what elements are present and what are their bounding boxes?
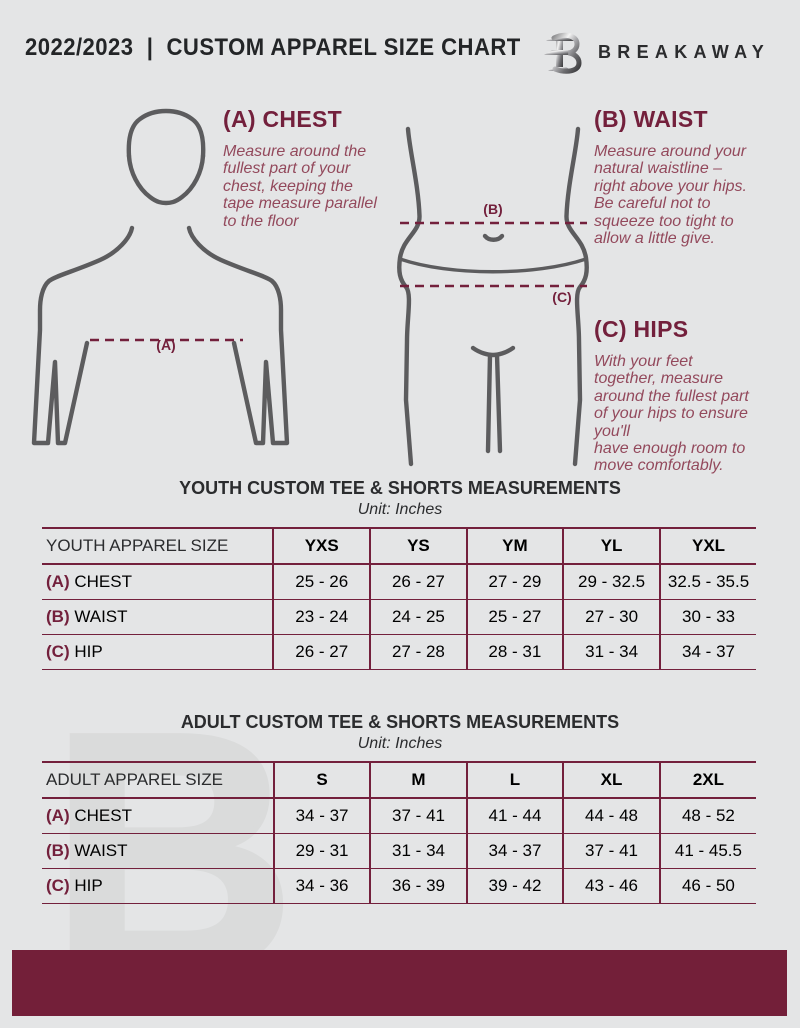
svg-text:(B): (B) — [483, 201, 502, 217]
svg-text:(C): (C) — [552, 289, 571, 305]
